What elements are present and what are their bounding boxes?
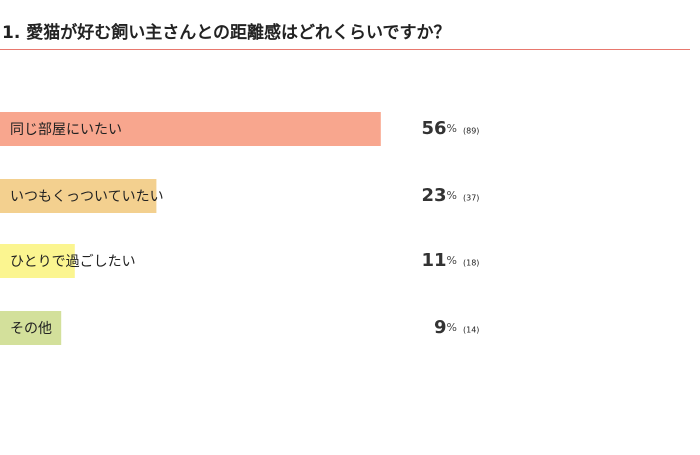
- value-unit: %: [447, 254, 457, 267]
- count-label: (37): [463, 194, 479, 203]
- category-label: ひとりで過ごしたい: [10, 254, 136, 270]
- category-label: その他: [10, 321, 52, 337]
- count-label: (89): [463, 127, 479, 136]
- value-number: 9: [434, 317, 447, 338]
- value-number: 23: [421, 185, 446, 206]
- value-label: 11%: [421, 250, 457, 271]
- bar: [0, 112, 381, 146]
- count-label: (14): [463, 326, 479, 335]
- value-unit: %: [447, 122, 457, 135]
- category-label: いつもくっついていたい: [10, 189, 164, 205]
- value-label: 9%: [434, 317, 457, 338]
- chart-title: 1. 愛猫が好む飼い主さんとの距離感はどれくらいですか？: [2, 22, 451, 43]
- category-label: 同じ部屋にいたい: [10, 122, 122, 138]
- value-label: 23%: [421, 185, 457, 206]
- count-label: (18): [463, 259, 479, 268]
- value-unit: %: [447, 321, 457, 334]
- bar: [0, 244, 75, 278]
- value-number: 11: [421, 250, 446, 271]
- value-unit: %: [447, 189, 457, 202]
- value-number: 56: [421, 118, 446, 139]
- value-label: 56%: [421, 118, 457, 139]
- bar: [0, 311, 62, 345]
- bar: [0, 179, 157, 213]
